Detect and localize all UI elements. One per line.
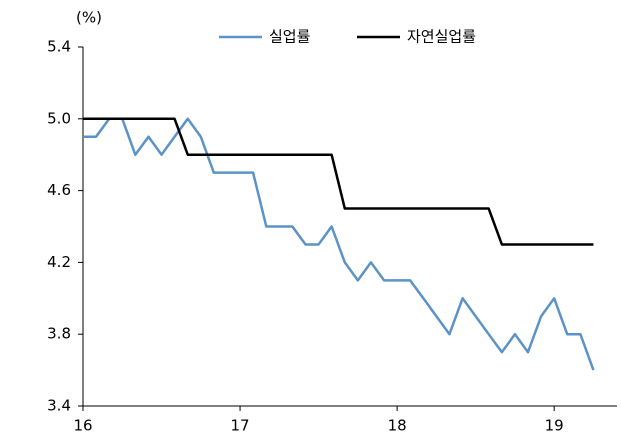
y-tick-label: 3.8 [47, 325, 71, 343]
unit-label: (%) [76, 9, 102, 27]
x-tick-label: 18 [388, 417, 407, 435]
x-tick-label: 17 [231, 417, 250, 435]
series-line [83, 117, 594, 246]
y-tick-label: 5.4 [47, 38, 71, 56]
series-line [83, 117, 595, 371]
x-tick-label: 16 [73, 417, 92, 435]
legend-label: 자연실업률 [407, 28, 476, 46]
y-tick-label: 5.0 [47, 109, 71, 127]
y-tick-label: 4.2 [47, 253, 71, 271]
x-tick-label: 19 [545, 417, 564, 435]
y-tick-label: 3.4 [47, 397, 71, 415]
legend-label: 실업률 [269, 28, 311, 46]
y-tick-label: 4.6 [47, 181, 71, 199]
